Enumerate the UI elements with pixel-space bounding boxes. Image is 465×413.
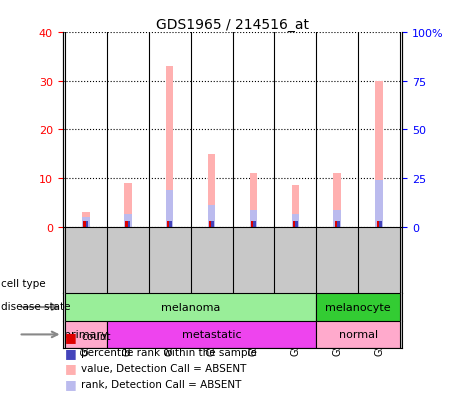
Bar <box>125 221 128 227</box>
Bar <box>169 221 172 227</box>
Bar <box>209 221 212 227</box>
Text: disease state: disease state <box>1 301 70 311</box>
Bar <box>124 215 132 227</box>
Bar <box>253 221 256 227</box>
Text: ■: ■ <box>65 361 77 375</box>
Bar <box>251 221 253 227</box>
Text: value, Detection Call = ABSENT: value, Detection Call = ABSENT <box>81 363 247 373</box>
Bar <box>250 210 257 227</box>
Bar <box>316 321 400 348</box>
Text: ■: ■ <box>65 330 77 343</box>
Bar <box>375 81 383 227</box>
Bar <box>83 221 86 227</box>
Bar <box>127 221 130 227</box>
Bar <box>337 221 340 227</box>
Bar <box>124 183 132 227</box>
Text: metastatic: metastatic <box>182 330 241 339</box>
Text: ■: ■ <box>65 346 77 359</box>
Bar <box>335 221 338 227</box>
Bar <box>82 212 90 227</box>
Text: count: count <box>81 332 111 342</box>
Bar <box>167 221 170 227</box>
Bar <box>86 221 88 227</box>
Bar <box>379 221 382 227</box>
Bar <box>65 321 107 348</box>
Bar <box>166 67 173 227</box>
Bar <box>292 215 299 227</box>
Bar <box>208 205 215 227</box>
Bar <box>208 154 215 227</box>
Title: GDS1965 / 214516_at: GDS1965 / 214516_at <box>156 18 309 32</box>
Bar <box>212 221 214 227</box>
Bar <box>250 174 257 227</box>
Bar <box>316 294 400 321</box>
Bar <box>166 191 173 227</box>
Text: melanoma: melanoma <box>161 302 220 312</box>
Text: percentile rank within the sample: percentile rank within the sample <box>81 347 257 357</box>
Bar <box>65 294 316 321</box>
Bar <box>107 321 316 348</box>
Text: ■: ■ <box>65 377 77 390</box>
Bar <box>333 210 341 227</box>
Bar <box>295 221 298 227</box>
Bar <box>377 221 379 227</box>
Text: primary: primary <box>64 330 108 339</box>
Text: normal: normal <box>339 330 378 339</box>
Bar <box>292 186 299 227</box>
Bar <box>375 181 383 227</box>
Text: cell type: cell type <box>1 278 46 288</box>
Text: melanocyte: melanocyte <box>326 302 391 312</box>
Text: rank, Detection Call = ABSENT: rank, Detection Call = ABSENT <box>81 379 242 389</box>
Bar <box>333 174 341 227</box>
Bar <box>293 221 296 227</box>
Bar <box>82 217 90 227</box>
